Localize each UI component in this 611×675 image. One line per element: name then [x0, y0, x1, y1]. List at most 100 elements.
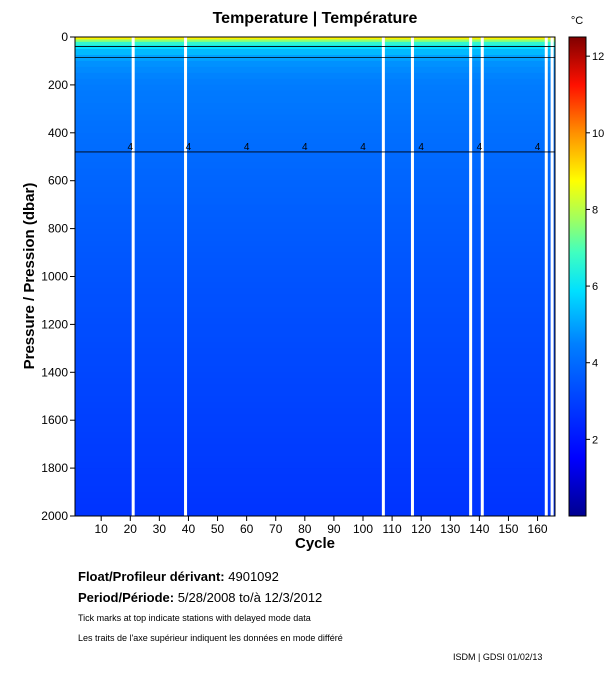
missing-profile-gap: [550, 37, 554, 516]
contour-label: 4: [477, 142, 483, 153]
temperature-band: [75, 330, 555, 337]
temperature-band: [75, 420, 555, 427]
temperature-band: [75, 252, 555, 260]
temperature-band: [75, 45, 555, 50]
y-tick-label: 0: [61, 30, 68, 44]
float-info: Float/Profileur dérivant: 4901092: [78, 569, 279, 584]
temperature-band: [75, 72, 555, 80]
temperature-band: [75, 486, 555, 493]
temperature-band: [75, 462, 555, 469]
temperature-band: [75, 132, 555, 140]
float-label: Float/Profileur dérivant:: [78, 569, 225, 584]
temperature-band: [75, 216, 555, 224]
note-french: Les traits de l'axe supérieur indiquent …: [78, 633, 343, 643]
temperature-band: [75, 444, 555, 451]
x-tick-label: 10: [95, 522, 109, 536]
x-axis: 10 20 30 40 50 60 70 80 90 100 110 120 130 140 150 160: [95, 516, 548, 536]
temperature-band: [75, 138, 555, 146]
temperature-band: [75, 510, 555, 516]
temperature-band: [75, 240, 555, 248]
temperature-band: [75, 474, 555, 481]
y-tick-label: 200: [48, 78, 68, 92]
x-tick-label: 90: [327, 522, 341, 536]
x-tick-label: 140: [469, 522, 489, 536]
float-value: 4901092: [228, 569, 279, 584]
colorbar-unit: °C: [571, 15, 583, 27]
colorbar-tick-label: 2: [592, 434, 598, 446]
temperature-band: [75, 54, 555, 62]
colorbar-tick-label: 12: [592, 51, 604, 63]
temperature-band: [75, 300, 555, 308]
temperature-band: [75, 468, 555, 475]
temperature-band: [75, 41, 555, 46]
note-english: Tick marks at top indicate stations with…: [78, 613, 311, 623]
x-tick-label: 110: [383, 522, 402, 536]
temperature-band: [75, 450, 555, 457]
y-tick-label: 2000: [41, 509, 68, 523]
y-tick-label: 800: [48, 222, 68, 236]
temperature-band: [75, 222, 555, 230]
temperature-band: [75, 372, 555, 379]
temperature-band: [75, 156, 555, 164]
temperature-band: [75, 348, 555, 355]
y-tick-label: 1800: [41, 461, 68, 475]
colorbar-tick-label: 6: [592, 281, 598, 293]
temperature-band: [75, 162, 555, 170]
contour-label: 4: [186, 142, 192, 153]
period-info: Period/Période: 5/28/2008 to/à 12/3/2012: [78, 590, 322, 605]
x-tick-label: 80: [298, 522, 312, 536]
temperature-band: [75, 168, 555, 176]
temperature-band: [75, 246, 555, 254]
temperature-band: [75, 414, 555, 421]
colorbar: °C 2 4 6 8 10 12: [568, 15, 604, 517]
temperature-band: [75, 186, 555, 194]
x-tick-label: 120: [411, 522, 431, 536]
colorbar-ticks: 2 4 6 8 10 12: [586, 51, 604, 446]
colorbar-scale: [568, 36, 587, 517]
contour-label: 4: [127, 142, 133, 153]
x-tick-label: 100: [353, 522, 373, 536]
temperature-band: [75, 384, 555, 391]
temperature-band: [75, 78, 555, 86]
x-tick-label: 30: [153, 522, 167, 536]
missing-profile-gap: [184, 37, 188, 516]
contour-label: 4: [535, 142, 541, 153]
plot-area: 4 4 4 4 4 4 4 4: [75, 37, 555, 516]
contour-label: 4: [418, 142, 424, 153]
temperature-band: [75, 396, 555, 403]
temperature-band: [75, 37, 555, 40]
temperature-band: [75, 102, 555, 110]
credit-text: ISDM | GDSI 01/02/13: [453, 652, 543, 662]
temperature-band: [75, 108, 555, 116]
temperature-band: [75, 144, 555, 152]
temperature-band: [75, 378, 555, 385]
temperature-band: [75, 402, 555, 409]
contour-label: 4: [360, 142, 366, 153]
temperature-band: [75, 408, 555, 415]
temperature-band: [75, 432, 555, 439]
temperature-band: [75, 492, 555, 499]
temperature-band: [75, 60, 555, 68]
y-axis-label: Pressure / Pression (dbar): [21, 183, 38, 370]
missing-profile-gap: [480, 37, 484, 516]
temperature-band: [75, 204, 555, 212]
temperature-band: [75, 336, 555, 343]
x-tick-label: 60: [240, 522, 254, 536]
temperature-band: [75, 288, 555, 296]
x-tick-label: 160: [528, 522, 548, 536]
y-tick-label: 1200: [41, 317, 68, 331]
temperature-band: [75, 306, 555, 314]
temperature-band: [75, 426, 555, 433]
temperature-band: [75, 96, 555, 104]
temperature-band: [75, 390, 555, 397]
x-tick-label: 150: [498, 522, 518, 536]
temperature-band: [75, 294, 555, 302]
temperature-field: [75, 37, 555, 516]
temperature-band: [75, 456, 555, 463]
colorbar-tick-label: 8: [592, 204, 598, 216]
colorbar-tick-label: 4: [592, 358, 598, 370]
temperature-band: [75, 480, 555, 487]
temperature-band: [75, 366, 555, 373]
temperature-band: [75, 342, 555, 349]
y-tick-label: 1000: [41, 270, 68, 284]
